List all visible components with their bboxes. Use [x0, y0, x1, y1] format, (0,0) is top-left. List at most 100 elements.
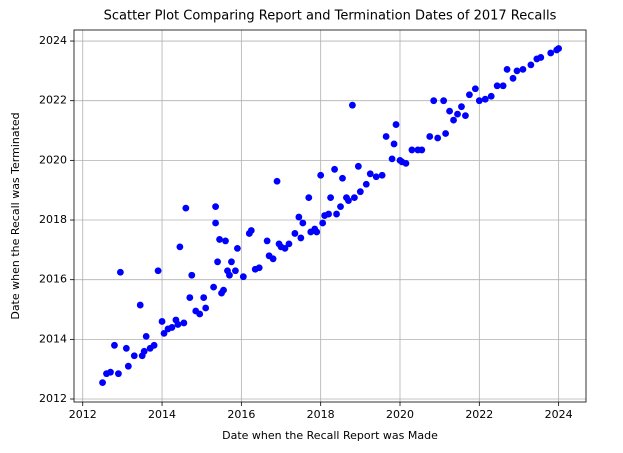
x-tick-label: 2012 — [69, 408, 97, 421]
point — [160, 329, 168, 337]
point — [142, 332, 150, 340]
point — [180, 319, 188, 327]
y-axis-label: Date when the Recall was Terminated — [9, 112, 22, 319]
point — [390, 140, 398, 148]
point — [471, 85, 479, 93]
x-tick-label: 2016 — [227, 408, 255, 421]
point — [263, 237, 271, 245]
point — [331, 165, 338, 173]
point — [349, 101, 356, 109]
point — [200, 294, 208, 301]
point — [372, 173, 380, 181]
point — [339, 174, 346, 182]
point — [462, 112, 469, 120]
point — [317, 171, 325, 179]
point — [122, 344, 130, 352]
point — [186, 294, 194, 301]
point — [378, 171, 386, 179]
y-tick-label: 2024 — [39, 34, 67, 47]
point — [212, 219, 219, 227]
y-tick-label: 2020 — [39, 153, 67, 166]
point — [273, 177, 281, 185]
point — [154, 267, 162, 275]
point — [210, 283, 218, 291]
point — [150, 341, 158, 349]
point — [466, 91, 473, 99]
point — [297, 234, 305, 242]
point — [313, 228, 321, 236]
point — [222, 237, 229, 245]
point — [537, 54, 545, 61]
x-tick-label: 2020 — [386, 408, 414, 421]
point — [130, 352, 138, 360]
point — [269, 255, 277, 263]
point — [291, 230, 299, 237]
point — [345, 197, 352, 205]
point — [475, 97, 483, 105]
point — [140, 347, 148, 355]
point — [232, 267, 239, 275]
x-axis-label: Date when the Recall Report was Made — [222, 429, 438, 442]
point — [440, 97, 448, 105]
point — [446, 107, 453, 115]
point — [325, 210, 333, 218]
y-tick-label: 2014 — [39, 332, 67, 345]
point — [212, 203, 219, 211]
point — [392, 121, 400, 128]
point — [107, 368, 114, 376]
point — [299, 219, 307, 227]
y-tick-label: 2018 — [39, 213, 67, 226]
point — [481, 95, 489, 103]
point — [233, 244, 241, 252]
point — [454, 110, 461, 118]
point — [362, 180, 370, 188]
y-tick-label: 2012 — [39, 392, 67, 405]
x-tick-label: 2018 — [307, 408, 335, 421]
point — [124, 362, 132, 370]
point — [442, 130, 450, 137]
plot-frame — [73, 29, 587, 403]
point — [255, 264, 263, 272]
chart-title: Scatter Plot Comparing Report and Termin… — [104, 9, 557, 24]
x-tick-label: 2022 — [465, 408, 493, 421]
point — [458, 103, 465, 111]
point — [426, 133, 434, 140]
point — [188, 271, 196, 279]
point — [382, 133, 390, 140]
point — [450, 116, 457, 124]
point — [239, 273, 247, 281]
point — [226, 271, 233, 279]
point — [350, 194, 358, 202]
point — [388, 155, 396, 163]
point — [519, 65, 527, 73]
point — [319, 219, 327, 227]
point — [117, 268, 124, 276]
point — [434, 134, 442, 142]
point — [202, 304, 210, 312]
point — [247, 227, 255, 234]
point — [214, 258, 221, 266]
point — [99, 379, 106, 387]
y-tick-label: 2022 — [39, 94, 67, 107]
point — [337, 203, 344, 211]
point — [354, 162, 362, 170]
point — [408, 146, 416, 154]
x-tick-label: 2024 — [545, 408, 573, 421]
point — [174, 321, 182, 328]
point — [487, 92, 495, 100]
point — [333, 210, 340, 218]
point — [216, 236, 223, 243]
point — [228, 258, 235, 266]
point — [356, 188, 364, 196]
point — [493, 82, 501, 90]
point — [509, 74, 517, 82]
point — [513, 67, 521, 75]
point — [547, 49, 555, 57]
point — [499, 82, 507, 90]
point — [327, 194, 334, 202]
point — [366, 170, 374, 178]
point — [430, 97, 438, 105]
point — [527, 61, 535, 69]
point — [158, 318, 166, 325]
